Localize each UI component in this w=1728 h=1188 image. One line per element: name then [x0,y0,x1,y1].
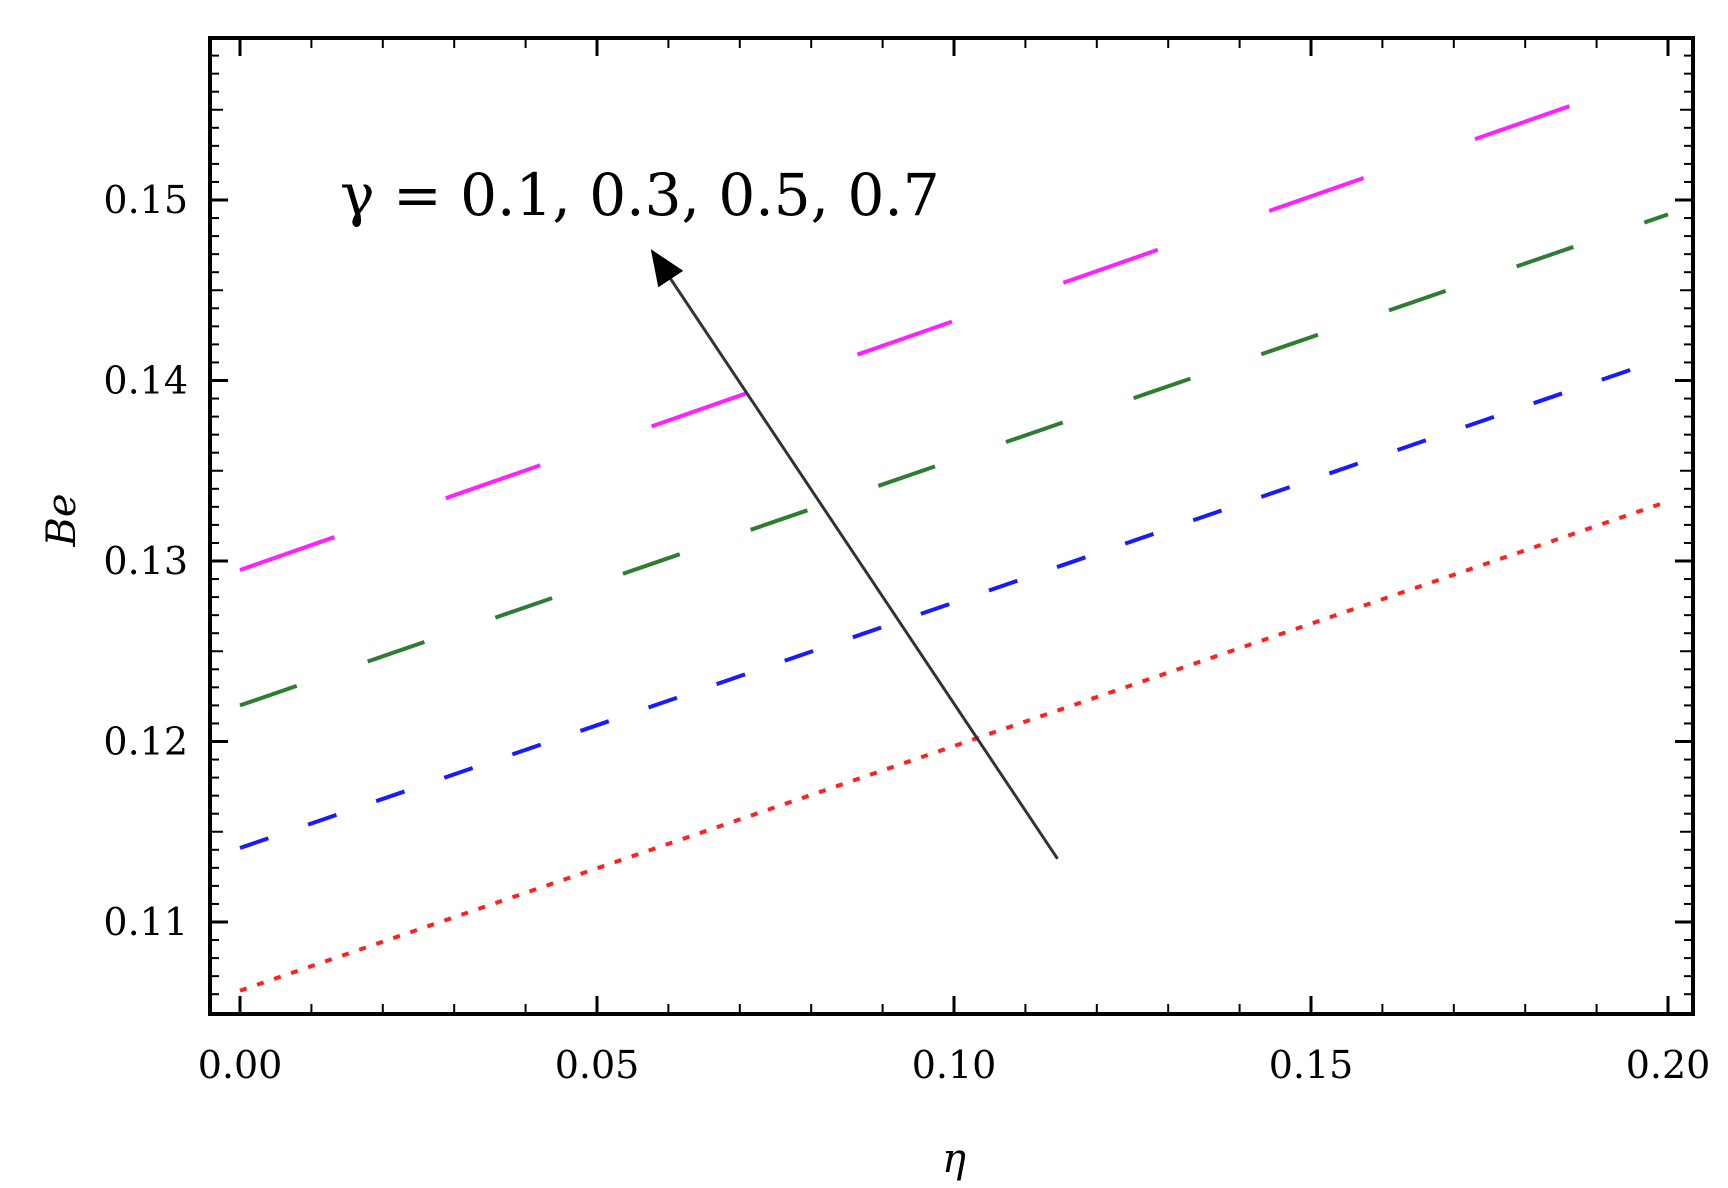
y-tick-label: 0.13 [103,539,188,583]
y-tick-labels: 0.11 0.12 0.13 0.14 0.15 [103,178,188,944]
annotation-gamma-label: γ = 0.1, 0.3, 0.5, 0.7 [340,161,940,229]
x-tick-label: 0.15 [1269,1043,1354,1087]
series-lines [239,69,1669,993]
x-tick-label: 0.20 [1626,1043,1711,1087]
series-line-1 [239,499,1669,993]
x-axis-title: η [942,1136,966,1182]
series-line-4 [239,69,1669,572]
y-axis-title: Be [39,493,85,547]
x-tick-label: 0.10 [912,1043,997,1087]
series-line-2 [239,355,1669,850]
series-line-3 [239,212,1669,708]
annotation-arrow [650,249,1059,860]
x-tick-label: 0.00 [198,1043,283,1087]
plot-frame [208,36,1695,1016]
x-tick-label: 0.05 [555,1043,640,1087]
y-tick-label: 0.14 [103,359,188,403]
y-tick-label: 0.11 [103,900,188,944]
y-tick-label: 0.15 [103,178,188,222]
y-tick-label: 0.12 [103,720,188,764]
x-tick-labels: 0.00 0.05 0.10 0.15 0.20 [198,1043,1711,1087]
minor-ticks [210,38,1693,1014]
major-ticks [210,38,1693,1014]
